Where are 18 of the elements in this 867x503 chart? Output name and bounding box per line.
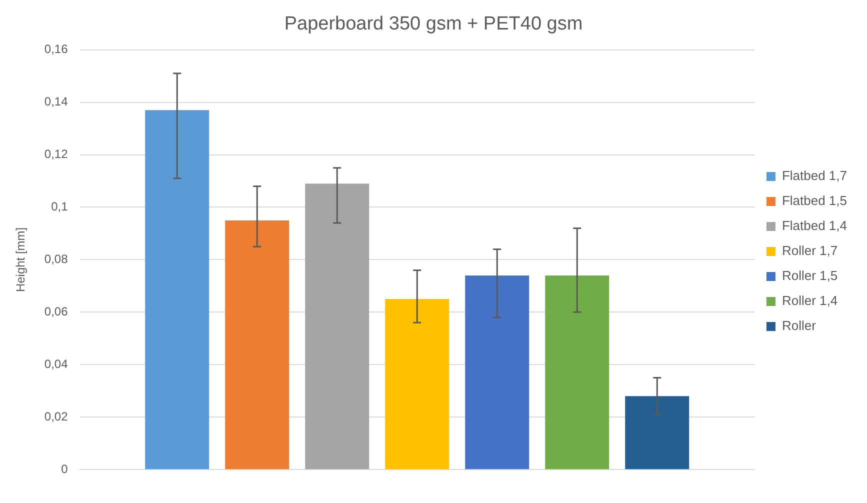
y-tick-label: 0,04: [44, 356, 68, 371]
y-tick-label: 0,02: [44, 409, 68, 424]
y-tick-label: 0,14: [44, 94, 68, 109]
y-tick-label: 0,16: [44, 42, 68, 56]
y-tick-label: 0,06: [44, 304, 68, 318]
chart-title: Paperboard 350 gsm + PET40 gsm: [284, 14, 583, 35]
legend-label: Roller: [782, 318, 817, 334]
legend-label: Flatbed 1,4: [782, 218, 847, 234]
y-axis-title: Height [mm]: [14, 227, 28, 292]
legend-label: Roller 1,4: [782, 293, 838, 308]
y-tick-label: 0,12: [44, 147, 68, 162]
y-tick-label: 0,1: [51, 200, 68, 214]
y-tick-label: 0: [61, 462, 68, 476]
legend-label: Roller 1,7: [782, 243, 838, 258]
y-tick-label: 0,08: [44, 252, 68, 266]
legend-label: Roller 1,5: [782, 268, 838, 284]
legend-label: Flatbed 1,7: [782, 168, 847, 184]
legend-label: Flatbed 1,5: [782, 193, 847, 208]
